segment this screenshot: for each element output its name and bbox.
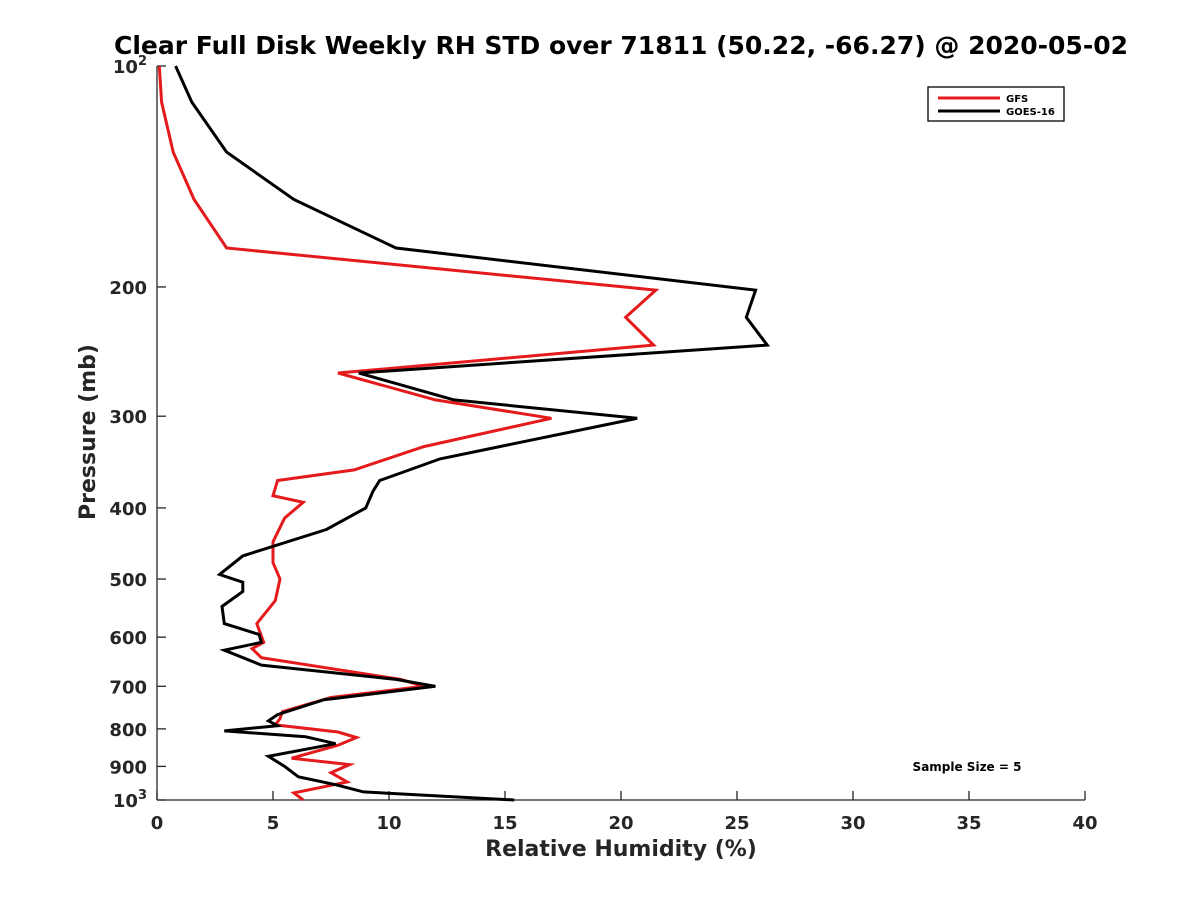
legend-label-gfs: GFS — [1006, 94, 1028, 105]
x-tick-label: 30 — [840, 813, 865, 834]
y-tick-label: 300 — [109, 407, 147, 428]
y-tick-label: 102 — [113, 54, 147, 78]
y-tick-label: 600 — [109, 628, 147, 649]
y-tick-label: 200 — [109, 278, 147, 299]
chart-title: Clear Full Disk Weekly RH STD over 71811… — [114, 31, 1128, 60]
y-tick-label: 500 — [109, 570, 147, 591]
legend-label-goes-16: GOES-16 — [1006, 107, 1055, 118]
legend-box — [927, 86, 1065, 122]
x-tick-label: 35 — [956, 813, 981, 834]
x-tick-label: 0 — [151, 813, 164, 834]
legend: GFS GOES-16 — [927, 86, 1065, 122]
sample-size-annotation: Sample Size = 5 — [913, 760, 1022, 774]
x-tick-label: 40 — [1072, 813, 1097, 834]
x-tick-label: 25 — [724, 813, 749, 834]
x-tick-label: 20 — [608, 813, 633, 834]
x-tick-label: 10 — [376, 813, 401, 834]
axes: 0 5 10 15 20 25 30 35 40 102 200 300 400 500 600 700 800… — [109, 54, 1097, 834]
series-line-goes-16 — [174, 65, 771, 802]
series-line-gfs — [157, 65, 660, 802]
x-tick-label: 5 — [267, 813, 280, 834]
y-tick-label: 400 — [109, 499, 147, 520]
y-tick-label: 700 — [109, 677, 147, 698]
x-axis-label: Relative Humidity (%) — [485, 837, 757, 862]
y-tick-label: 900 — [109, 757, 147, 778]
x-tick-label: 15 — [492, 813, 517, 834]
series-layer — [157, 65, 771, 802]
y-tick-label: 800 — [109, 720, 147, 741]
y-tick-label: 103 — [113, 788, 147, 812]
y-axis-label: Pressure (mb) — [76, 344, 101, 520]
